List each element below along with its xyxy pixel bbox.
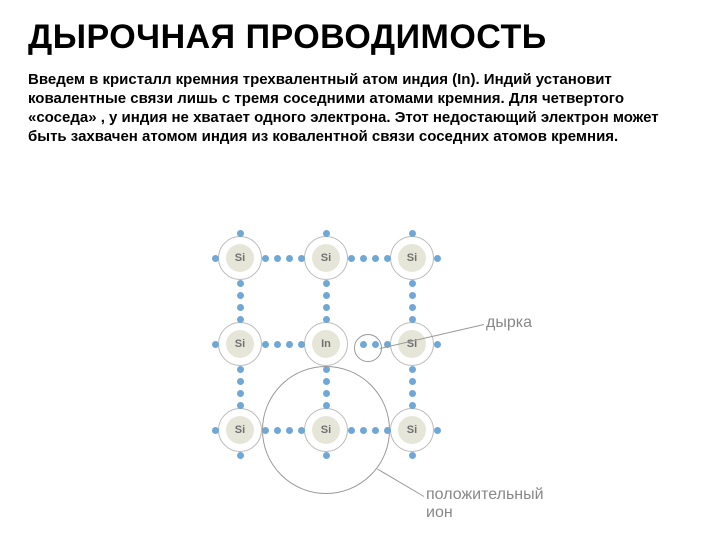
bond-electron xyxy=(409,292,416,299)
valence-electron xyxy=(434,341,441,348)
valence-electron xyxy=(434,427,441,434)
silicon-atom: Si xyxy=(218,408,262,452)
valence-electron xyxy=(237,452,244,459)
atom-core: In xyxy=(312,330,340,358)
hole-label: дырка xyxy=(486,314,532,332)
ion-pointer xyxy=(377,468,424,496)
atom-core: Si xyxy=(398,330,426,358)
ion-label: положительныйион xyxy=(426,486,544,521)
valence-electron xyxy=(237,316,244,323)
valence-electron xyxy=(212,341,219,348)
page-title: ДЫРОЧНАЯ ПРОВОДИМОСТЬ xyxy=(28,20,692,56)
bond-electron xyxy=(274,341,281,348)
valence-electron xyxy=(348,255,355,262)
valence-electron xyxy=(323,280,330,287)
valence-electron xyxy=(409,452,416,459)
valence-electron xyxy=(323,230,330,237)
bond-electron xyxy=(323,292,330,299)
silicon-atom: Si xyxy=(218,236,262,280)
valence-electron xyxy=(237,402,244,409)
bond-electron xyxy=(409,390,416,397)
valence-electron xyxy=(262,341,269,348)
valence-electron xyxy=(384,255,391,262)
valence-electron xyxy=(298,255,305,262)
silicon-atom: Si xyxy=(390,408,434,452)
bond-electron xyxy=(409,304,416,311)
bond-electron xyxy=(237,378,244,385)
body-paragraph: Введем в кристалл кремния трехвалентный … xyxy=(28,70,692,147)
bond-electron xyxy=(237,292,244,299)
valence-electron xyxy=(409,366,416,373)
bond-electron xyxy=(409,378,416,385)
atom-core: Si xyxy=(226,330,254,358)
valence-electron xyxy=(409,280,416,287)
bond-electron xyxy=(286,255,293,262)
valence-electron xyxy=(323,316,330,323)
valence-electron xyxy=(262,255,269,262)
bond-electron xyxy=(237,390,244,397)
valence-electron xyxy=(409,230,416,237)
valence-electron xyxy=(434,255,441,262)
valence-electron xyxy=(237,366,244,373)
valence-electron xyxy=(409,402,416,409)
ion-marker xyxy=(262,366,390,494)
atom-core: Si xyxy=(226,416,254,444)
lattice-diagram: SiSiSiSiInSiSiSiSiдыркаположительныйион xyxy=(190,230,550,530)
valence-electron xyxy=(237,230,244,237)
bond-electron xyxy=(286,341,293,348)
valence-electron xyxy=(409,316,416,323)
valence-electron xyxy=(237,280,244,287)
valence-electron xyxy=(212,255,219,262)
hole-marker xyxy=(354,334,382,362)
bond-electron xyxy=(372,255,379,262)
atom-core: Si xyxy=(226,244,254,272)
atom-core: Si xyxy=(312,244,340,272)
bond-electron xyxy=(237,304,244,311)
bond-electron xyxy=(323,304,330,311)
bond-electron xyxy=(360,255,367,262)
atom-core: Si xyxy=(398,244,426,272)
valence-electron xyxy=(298,341,305,348)
indium-atom: In xyxy=(304,322,348,366)
atom-core: Si xyxy=(398,416,426,444)
silicon-atom: Si xyxy=(304,236,348,280)
silicon-atom: Si xyxy=(390,236,434,280)
bond-electron xyxy=(274,255,281,262)
silicon-atom: Si xyxy=(218,322,262,366)
valence-electron xyxy=(212,427,219,434)
